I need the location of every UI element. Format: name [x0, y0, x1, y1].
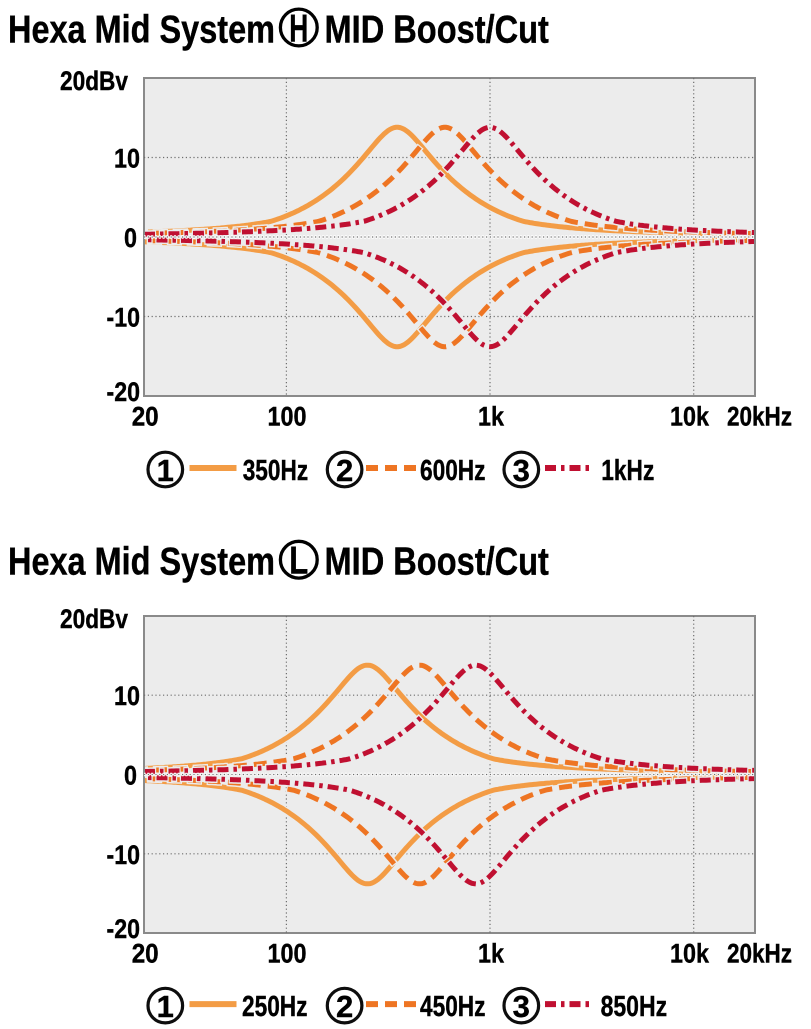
svg-text:10k: 10k — [670, 939, 710, 969]
svg-text:-20: -20 — [107, 377, 141, 407]
svg-text:0: 0 — [124, 761, 137, 791]
svg-text:350Hz: 350Hz — [243, 455, 309, 487]
svg-text:0: 0 — [124, 223, 137, 253]
svg-text:600Hz: 600Hz — [420, 455, 486, 487]
svg-text:3: 3 — [513, 989, 530, 1024]
svg-text:1: 1 — [157, 453, 174, 488]
svg-text:20kHz: 20kHz — [727, 939, 792, 969]
svg-text:20: 20 — [132, 939, 159, 969]
svg-text:100: 100 — [268, 402, 307, 432]
svg-text:850Hz: 850Hz — [601, 991, 668, 1023]
svg-text:1k: 1k — [478, 402, 505, 432]
svg-text:10: 10 — [114, 144, 140, 174]
svg-text:-10: -10 — [107, 303, 141, 333]
svg-text:250Hz: 250Hz — [242, 991, 308, 1023]
svg-text:450Hz: 450Hz — [420, 991, 486, 1023]
svg-text:Hexa Mid System: Hexa Mid System — [8, 541, 275, 584]
svg-text:Hexa Mid System: Hexa Mid System — [8, 9, 275, 52]
svg-text:MID Boost/Cut: MID Boost/Cut — [325, 9, 549, 52]
svg-text:MID Boost/Cut: MID Boost/Cut — [325, 541, 549, 584]
svg-text:3: 3 — [513, 453, 530, 488]
svg-text:2: 2 — [336, 989, 353, 1024]
svg-text:100: 100 — [268, 939, 307, 969]
svg-text:10: 10 — [114, 681, 140, 711]
svg-text:1: 1 — [157, 989, 174, 1024]
svg-text:20kHz: 20kHz — [727, 402, 792, 432]
svg-text:-20: -20 — [107, 914, 141, 944]
svg-text:1kHz: 1kHz — [601, 455, 654, 487]
svg-text:1k: 1k — [478, 939, 505, 969]
svg-text:20dBv: 20dBv — [60, 604, 128, 634]
svg-text:10k: 10k — [670, 402, 710, 432]
svg-text:20: 20 — [132, 402, 159, 432]
svg-text:2: 2 — [336, 453, 353, 488]
svg-text:L: L — [289, 540, 308, 583]
svg-text:20dBv: 20dBv — [60, 66, 128, 96]
svg-text:-10: -10 — [107, 840, 141, 870]
svg-text:H: H — [289, 7, 308, 50]
